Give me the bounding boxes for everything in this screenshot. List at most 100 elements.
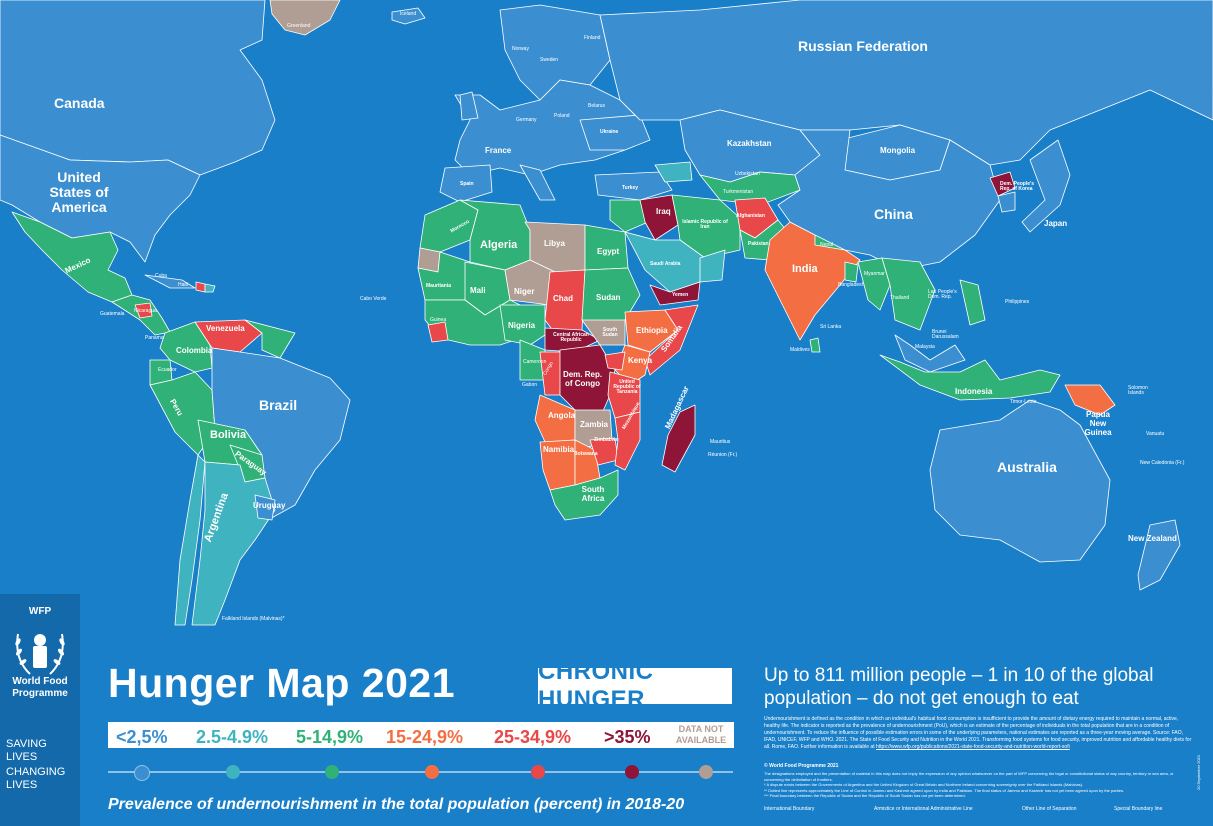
legend-dot-7 [699, 765, 713, 779]
label-vanuatu: Vanuatu [1146, 431, 1165, 437]
label-timor: Timor-Leste [1010, 399, 1037, 405]
label-nigeria: Nigeria [508, 321, 536, 330]
label-russia: Russian Federation [798, 38, 928, 54]
wfp-name-line2: Programme [12, 688, 68, 699]
label-iraq: Iraq [656, 207, 671, 216]
label-sri-lanka: Sri Lanka [820, 324, 842, 330]
label-france: France [485, 146, 512, 155]
label-venezuela: Venezuela [206, 324, 245, 333]
label-brunei: Brunei Darussalam [932, 329, 959, 340]
label-japan: Japan [1044, 219, 1068, 228]
note-2: ** Dotted line represents approximately … [764, 787, 1125, 793]
source-link[interactable]: https://www.wfp.org/publications/2021-st… [876, 744, 1070, 750]
legend-item-2: 2.5-4.9% [196, 727, 269, 747]
label-cabo-verde: Cabo Verde [360, 296, 387, 302]
label-angola: Angola [548, 411, 576, 420]
label-south-sudan: South Sudan [602, 327, 618, 338]
label-car: Central African Republic [553, 332, 589, 343]
label-kazakhstan: Kazakhstan [727, 139, 772, 148]
label-libya: Libya [544, 239, 565, 248]
argentina-shape [191, 461, 276, 626]
label-botswana: Botswana [574, 451, 598, 457]
malaysia-shape [894, 334, 966, 373]
label-dprk: Dem. People's Rep. of Korea [1000, 181, 1034, 192]
guianas-shape [244, 319, 296, 359]
korea-rep-shape [997, 191, 1016, 213]
label-iran: Islamic Republic of Iran [682, 219, 728, 230]
boundary-other: Other Line of Separation [1022, 806, 1077, 812]
note-3: *** Final boundary between the Republic … [764, 793, 966, 798]
label-usa: United States of America [49, 169, 109, 215]
label-falkland: Falkland Islands (Malvinas)* [222, 616, 285, 622]
label-bolivia: Bolivia [210, 429, 247, 441]
label-gabon: Gabon [522, 382, 538, 388]
legend-dot-1 [134, 765, 150, 781]
label-spain: Spain [460, 181, 474, 187]
label-china: China [874, 206, 913, 222]
iceland-shape [391, 7, 426, 25]
somalia-shape [644, 304, 699, 376]
legend-dot-5 [531, 765, 545, 779]
label-zambia: Zambia [580, 420, 609, 429]
label-mongolia: Mongolia [880, 146, 916, 155]
syria-jordan-shape [609, 199, 649, 233]
ethiopia-shape [624, 309, 679, 353]
label-norway: Norway [512, 46, 529, 52]
nicaragua-shape [134, 302, 153, 319]
nigeria-shape [499, 304, 546, 346]
label-cameroon: Cameroon [523, 359, 547, 365]
body-text: Undernourishment is defined as the condi… [764, 716, 1194, 751]
label-mauritius: Mauritius [710, 439, 731, 445]
legend-item-3: 5-14,9% [296, 727, 364, 747]
label-colombia: Colombia [176, 346, 213, 355]
label-guinea: Guinea [430, 317, 447, 323]
indochina-shape [881, 257, 936, 331]
dominican-shape [204, 283, 216, 293]
legend-dot-4 [425, 765, 439, 779]
label-nicaragua: Nicaragua [134, 308, 157, 314]
label-mauritania: Mauritania [426, 283, 452, 289]
boundary-international: International Boundary [764, 806, 815, 812]
legend-dot-6 [625, 765, 639, 779]
slogan-line1: SAVING [6, 738, 47, 750]
label-pakistan: Pakistan [748, 241, 769, 247]
wfp-name-line1: World Food [12, 676, 68, 687]
label-namibia: Namibia [543, 445, 575, 454]
legend-box [108, 722, 734, 748]
label-iceland: Iceland [400, 11, 417, 17]
myanmar-shape [857, 257, 891, 311]
copyright: © World Food Programme 2021 [764, 763, 839, 769]
iraq-shape [639, 194, 679, 241]
philippines-shape [959, 279, 986, 326]
label-india: India [792, 263, 818, 275]
cuba-shape [144, 274, 196, 289]
label-bangladesh: Bangladesh [838, 282, 865, 288]
label-zimbabwe: Zimbabwe [594, 437, 619, 443]
haiti-shape [195, 281, 206, 293]
label-brazil: Brazil [259, 397, 298, 413]
yemen-shape [649, 281, 701, 306]
label-uruguay: Uruguay [253, 501, 286, 510]
sri-lanka-shape [809, 337, 821, 353]
label-yemen: Yemen [672, 292, 689, 298]
legend-scale-line [108, 771, 733, 773]
canada-shape [0, 0, 276, 176]
label-finland: Finland [584, 35, 601, 41]
usa-shape [0, 134, 201, 263]
label-cuba: Cuba [155, 273, 167, 279]
slogan-line2: LIVES [6, 751, 38, 763]
boundary-armistice: Armistice or International Administrativ… [874, 806, 973, 812]
legend-no-data-line1: DATA NOT [678, 724, 724, 734]
headline: Up to 811 million people – 1 in 10 of th… [764, 665, 1154, 709]
mozambique-shape [614, 411, 641, 471]
label-new-caledonia: New Caledonia (Fr.) [1140, 460, 1185, 466]
spain-shape [439, 164, 493, 203]
note-1: * A dispute exists between the Governmen… [764, 782, 1084, 787]
label-guatemala: Guatemala [100, 311, 125, 317]
boundary-special: Special Boundary line [1114, 806, 1163, 812]
label-indonesia: Indonesia [955, 387, 993, 396]
oman-shape [699, 249, 726, 283]
label-canada: Canada [54, 95, 105, 111]
legend-item-4: 15-24,9% [386, 727, 464, 747]
label-kenya: Kenya [628, 356, 653, 365]
